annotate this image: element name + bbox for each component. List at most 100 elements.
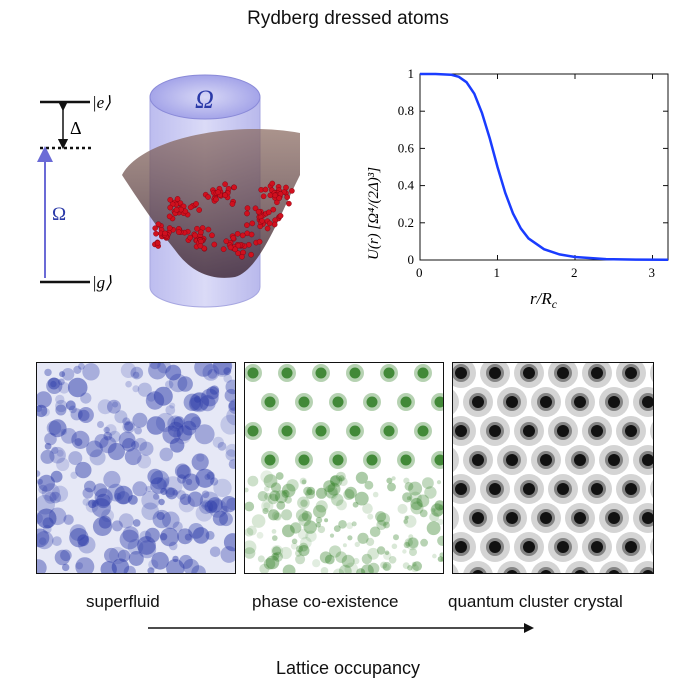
density-blob bbox=[336, 499, 347, 511]
density-blob bbox=[188, 397, 203, 412]
density-blob bbox=[67, 377, 88, 398]
density-blob bbox=[190, 392, 210, 411]
density-blob bbox=[165, 405, 176, 415]
density-peak bbox=[349, 367, 361, 379]
density-blob bbox=[111, 520, 123, 532]
density-blob bbox=[324, 518, 329, 523]
density-blob bbox=[125, 380, 132, 388]
density-blob bbox=[352, 501, 359, 508]
density-blob bbox=[187, 491, 203, 507]
density-peak bbox=[540, 512, 552, 524]
density-blob bbox=[103, 426, 110, 434]
density-blob bbox=[291, 538, 298, 545]
density-peak bbox=[472, 570, 484, 573]
density-blob bbox=[257, 555, 265, 563]
density-blob bbox=[228, 459, 235, 469]
density-blob bbox=[124, 421, 134, 432]
density-blob bbox=[51, 446, 59, 454]
density-blob bbox=[62, 563, 70, 572]
density-peak bbox=[298, 396, 310, 408]
density-blob bbox=[213, 478, 232, 498]
density-blob bbox=[298, 513, 312, 527]
density-peak bbox=[540, 396, 552, 408]
density-peak bbox=[366, 396, 378, 408]
density-blob bbox=[226, 497, 235, 511]
density-blob bbox=[261, 499, 274, 513]
density-blob bbox=[55, 404, 67, 416]
density-peak bbox=[608, 454, 620, 466]
density-blob bbox=[44, 368, 52, 377]
density-blob bbox=[403, 541, 410, 549]
density-blob bbox=[383, 521, 390, 529]
y-tick-label: 0.2 bbox=[398, 215, 414, 230]
density-blob bbox=[316, 487, 327, 499]
density-blob bbox=[153, 493, 160, 500]
density-blob bbox=[114, 492, 122, 500]
atom bbox=[166, 213, 173, 220]
density-blob bbox=[382, 561, 392, 571]
atom bbox=[277, 212, 284, 219]
density-blob bbox=[245, 527, 254, 537]
density-blob bbox=[300, 499, 308, 507]
density-blob bbox=[149, 363, 161, 370]
density-blob bbox=[376, 546, 386, 555]
density-blob bbox=[176, 490, 186, 500]
density-blob bbox=[120, 363, 137, 378]
density-peak bbox=[540, 570, 552, 573]
density-blob bbox=[297, 496, 310, 510]
density-blob bbox=[403, 477, 410, 484]
density-blob bbox=[355, 471, 368, 484]
density-blob bbox=[397, 503, 408, 514]
density-peak bbox=[332, 396, 344, 408]
atom bbox=[162, 230, 168, 237]
density-blob bbox=[408, 534, 414, 540]
density-blob bbox=[38, 484, 48, 494]
density-blob bbox=[333, 568, 345, 573]
density-peak bbox=[489, 367, 501, 379]
atom-cloud bbox=[152, 180, 295, 260]
density-blob bbox=[191, 453, 209, 471]
density-blob bbox=[179, 493, 192, 505]
density-blob bbox=[217, 441, 227, 451]
density-blob bbox=[131, 441, 140, 450]
density-blob bbox=[274, 490, 288, 504]
density-blob bbox=[137, 454, 152, 469]
density-blob bbox=[404, 515, 409, 520]
density-blob bbox=[177, 376, 193, 392]
density-halo bbox=[650, 538, 653, 556]
density-peak bbox=[472, 454, 484, 466]
density-blob bbox=[46, 420, 62, 436]
density-blob bbox=[303, 486, 313, 496]
density-peak bbox=[400, 396, 412, 408]
atom bbox=[227, 244, 234, 251]
density-blob bbox=[429, 512, 440, 522]
density-blob bbox=[410, 497, 423, 511]
density-blob bbox=[160, 527, 179, 547]
y-tick-label: 0.6 bbox=[398, 140, 415, 155]
density-blob bbox=[245, 540, 257, 555]
density-peak bbox=[383, 425, 395, 437]
density-blob bbox=[403, 515, 417, 528]
density-blob bbox=[159, 447, 174, 462]
density-peak bbox=[642, 512, 653, 524]
density-blob bbox=[276, 501, 286, 510]
density-blob bbox=[178, 554, 193, 569]
density-blob bbox=[128, 495, 138, 505]
density-blob bbox=[245, 547, 256, 559]
density-blob bbox=[223, 367, 232, 376]
density-blob bbox=[73, 365, 82, 374]
density-blob bbox=[132, 412, 148, 428]
density-blob bbox=[77, 407, 94, 423]
density-blob bbox=[439, 552, 443, 558]
density-blob bbox=[107, 399, 121, 414]
density-blob bbox=[157, 363, 171, 374]
density-blob bbox=[319, 551, 332, 564]
density-blob bbox=[402, 549, 407, 554]
density-blob bbox=[367, 513, 374, 520]
density-blob bbox=[290, 542, 298, 550]
atom bbox=[248, 251, 254, 258]
density-blob bbox=[194, 395, 201, 403]
density-blob bbox=[387, 482, 396, 492]
atom bbox=[244, 205, 251, 211]
density-blob bbox=[357, 532, 369, 544]
